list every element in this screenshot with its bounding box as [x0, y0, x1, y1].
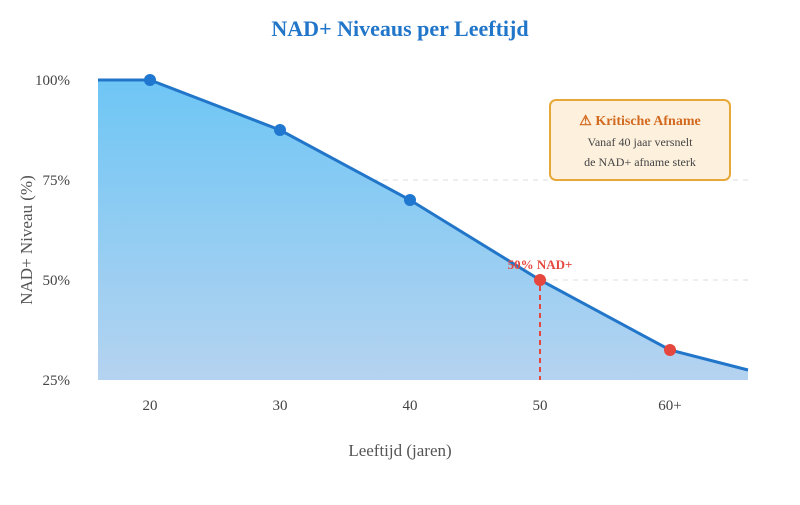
data-point: [534, 274, 546, 286]
x-axis-label: Leeftijd (jaren): [348, 441, 451, 460]
data-point: [404, 194, 416, 206]
data-point: [274, 124, 286, 136]
callout-line2: de NAD+ afname sterk: [584, 155, 696, 169]
callout-line1: Vanaf 40 jaar versnelt: [588, 135, 694, 149]
y-tick-label: 50%: [43, 273, 71, 289]
data-point: [664, 344, 676, 356]
y-tick-label: 75%: [43, 173, 71, 189]
y-tick-label: 100%: [35, 73, 70, 89]
x-tick-label: 20: [143, 398, 158, 414]
x-tick-label: 50: [533, 398, 548, 414]
y-axis-label: NAD+ Niveau (%): [17, 175, 36, 305]
chart-title: NAD+ Niveaus per Leeftijd: [271, 16, 528, 41]
callout-title: ⚠ Kritische Afname: [579, 114, 700, 129]
y-tick-label: 25%: [43, 373, 71, 389]
x-tick-label: 30: [273, 398, 288, 414]
annotation-label: 50% NAD+: [508, 257, 573, 272]
data-point: [144, 74, 156, 86]
callout-box: ⚠ Kritische Afname Vanaf 40 jaar versnel…: [549, 99, 731, 181]
x-tick-label: 60+: [658, 398, 681, 414]
x-tick-label: 40: [403, 398, 418, 414]
callout-frame: [549, 99, 731, 181]
